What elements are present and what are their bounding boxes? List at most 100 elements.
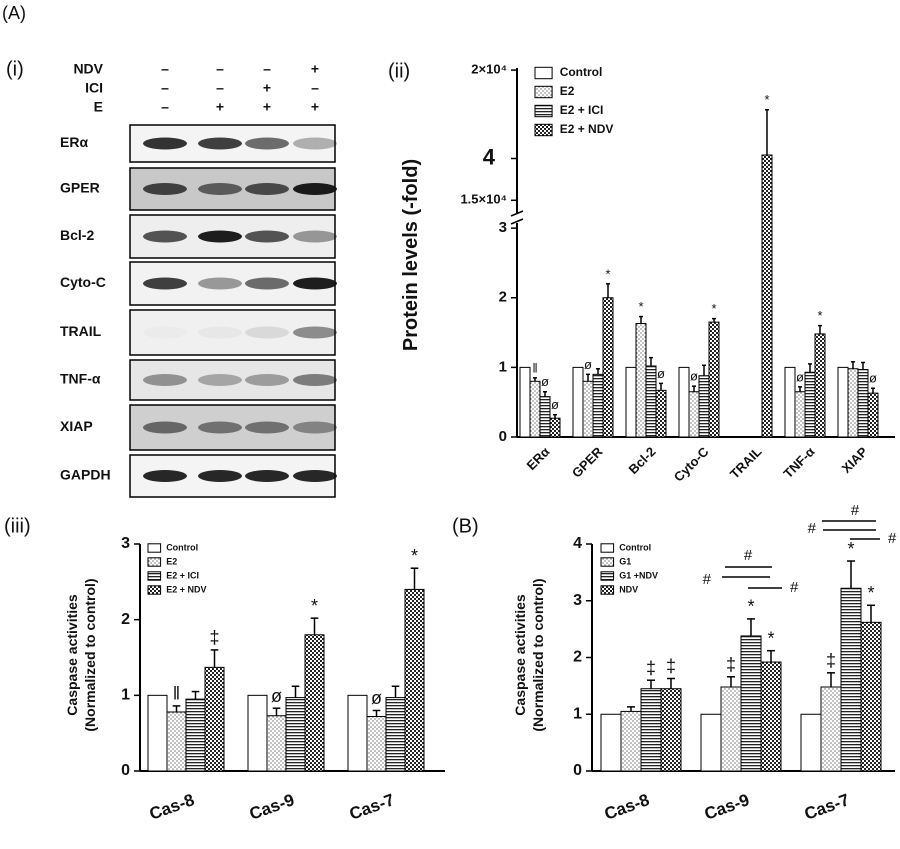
y-tick-label: 0 — [573, 762, 582, 779]
bar — [760, 661, 782, 772]
legend-swatch — [147, 571, 162, 581]
bar — [247, 694, 268, 772]
condition-sign: + — [263, 80, 271, 96]
bar — [166, 711, 187, 772]
bar — [185, 698, 206, 772]
axis-break-mark — [510, 210, 524, 217]
blot-band — [293, 326, 337, 339]
legend-label: E2 + NDV — [166, 584, 206, 594]
blot-band — [293, 277, 337, 290]
significance-marker: ‡ — [646, 658, 656, 678]
significance-marker: ø — [551, 397, 559, 412]
legend-label: E2 — [560, 84, 575, 98]
blot-band — [143, 421, 187, 434]
legend-label: G1 — [619, 556, 631, 566]
bar — [794, 391, 806, 438]
bar — [820, 686, 842, 772]
bar — [860, 621, 882, 772]
bar — [857, 368, 869, 438]
panel-label: (i) — [6, 58, 24, 80]
y-axis-label: Caspase activities (Normalized to control… — [512, 578, 546, 731]
legend-label: E2 — [166, 556, 177, 566]
blot-band — [198, 277, 242, 290]
condition-sign: – — [311, 80, 319, 96]
y-axis-label-line: (Normalized to control) — [82, 578, 98, 731]
y-tick-label: 0 — [121, 762, 130, 779]
legend-label: E2 + NDV — [560, 122, 614, 136]
condition-sign: + — [216, 99, 224, 115]
y-axis-label-line: Caspase activities — [64, 594, 80, 716]
protein-label: Bcl-2 — [60, 227, 94, 243]
legend-swatch — [534, 85, 553, 99]
y-tick-label: 4 — [483, 144, 496, 169]
bar — [204, 666, 225, 772]
bracket-label: # — [703, 571, 712, 588]
bar — [761, 154, 773, 438]
legend-swatch — [600, 585, 615, 595]
y-axis-label-line: Caspase activities — [512, 594, 528, 716]
bar — [635, 323, 647, 438]
bar — [698, 375, 710, 438]
significance-marker: * — [605, 266, 610, 281]
significance-marker: * — [867, 583, 874, 603]
bar — [572, 366, 584, 438]
bracket-label: # — [851, 502, 860, 519]
y-tick-label: 2 — [499, 289, 507, 306]
bar — [519, 366, 531, 438]
blot-band — [143, 374, 187, 386]
axis-break-mark — [510, 218, 524, 225]
legend-label: Control — [166, 542, 198, 552]
significance-marker: * — [311, 596, 318, 616]
blot-band — [198, 137, 242, 150]
significance-marker: * — [764, 92, 769, 107]
x-tick-label: TRAIL — [727, 444, 765, 482]
significance-marker: ‡ — [666, 656, 676, 676]
bracket-label: # — [808, 520, 817, 537]
significance-marker: ø — [690, 369, 698, 384]
legend-label: G1 +NDV — [619, 570, 658, 580]
y-tick-label: 3 — [499, 219, 507, 236]
condition-sign: – — [161, 80, 169, 96]
condition-sign: + — [263, 99, 271, 115]
x-tick-label: GPER — [569, 444, 606, 481]
legend-swatch — [147, 557, 162, 567]
legend-swatch — [147, 585, 162, 595]
panel-label: (iii) — [4, 515, 31, 537]
significance-marker: ø — [584, 357, 592, 372]
y-tick-label: 2×10⁴ — [471, 62, 507, 77]
significance-marker: ø — [271, 686, 282, 706]
x-tick-label: Cas-9 — [247, 790, 297, 824]
significance-marker: * — [711, 301, 716, 316]
legend-swatch — [600, 543, 615, 553]
bar — [740, 635, 762, 772]
blot-box — [129, 309, 336, 356]
bar — [814, 333, 826, 438]
bar — [285, 697, 306, 772]
bar — [800, 713, 822, 772]
bar — [708, 321, 720, 438]
significance-marker: ‡ — [209, 628, 219, 648]
protein-label: ERα — [60, 134, 88, 150]
bar — [366, 716, 387, 772]
blot-band — [143, 183, 187, 195]
bar — [847, 368, 859, 438]
bar — [688, 391, 700, 438]
y-tick-label: 1 — [121, 687, 130, 704]
bar — [620, 710, 642, 772]
significance-marker: * — [817, 308, 822, 323]
significance-marker: * — [638, 299, 643, 314]
blot-band — [198, 230, 242, 243]
legend-label: NDV — [619, 584, 638, 594]
protein-label: GAPDH — [60, 467, 111, 483]
significance-marker: ø — [796, 369, 804, 384]
blot-band — [143, 230, 187, 243]
bar — [147, 694, 168, 772]
legend-label: E2 + ICI — [560, 103, 604, 117]
y-tick-label: 1.5×10⁴ — [460, 192, 507, 207]
blot-band — [293, 183, 337, 195]
blot-band — [245, 183, 289, 195]
bar — [304, 634, 325, 772]
condition-sign: – — [161, 61, 169, 77]
protein-label: GPER — [60, 180, 100, 196]
